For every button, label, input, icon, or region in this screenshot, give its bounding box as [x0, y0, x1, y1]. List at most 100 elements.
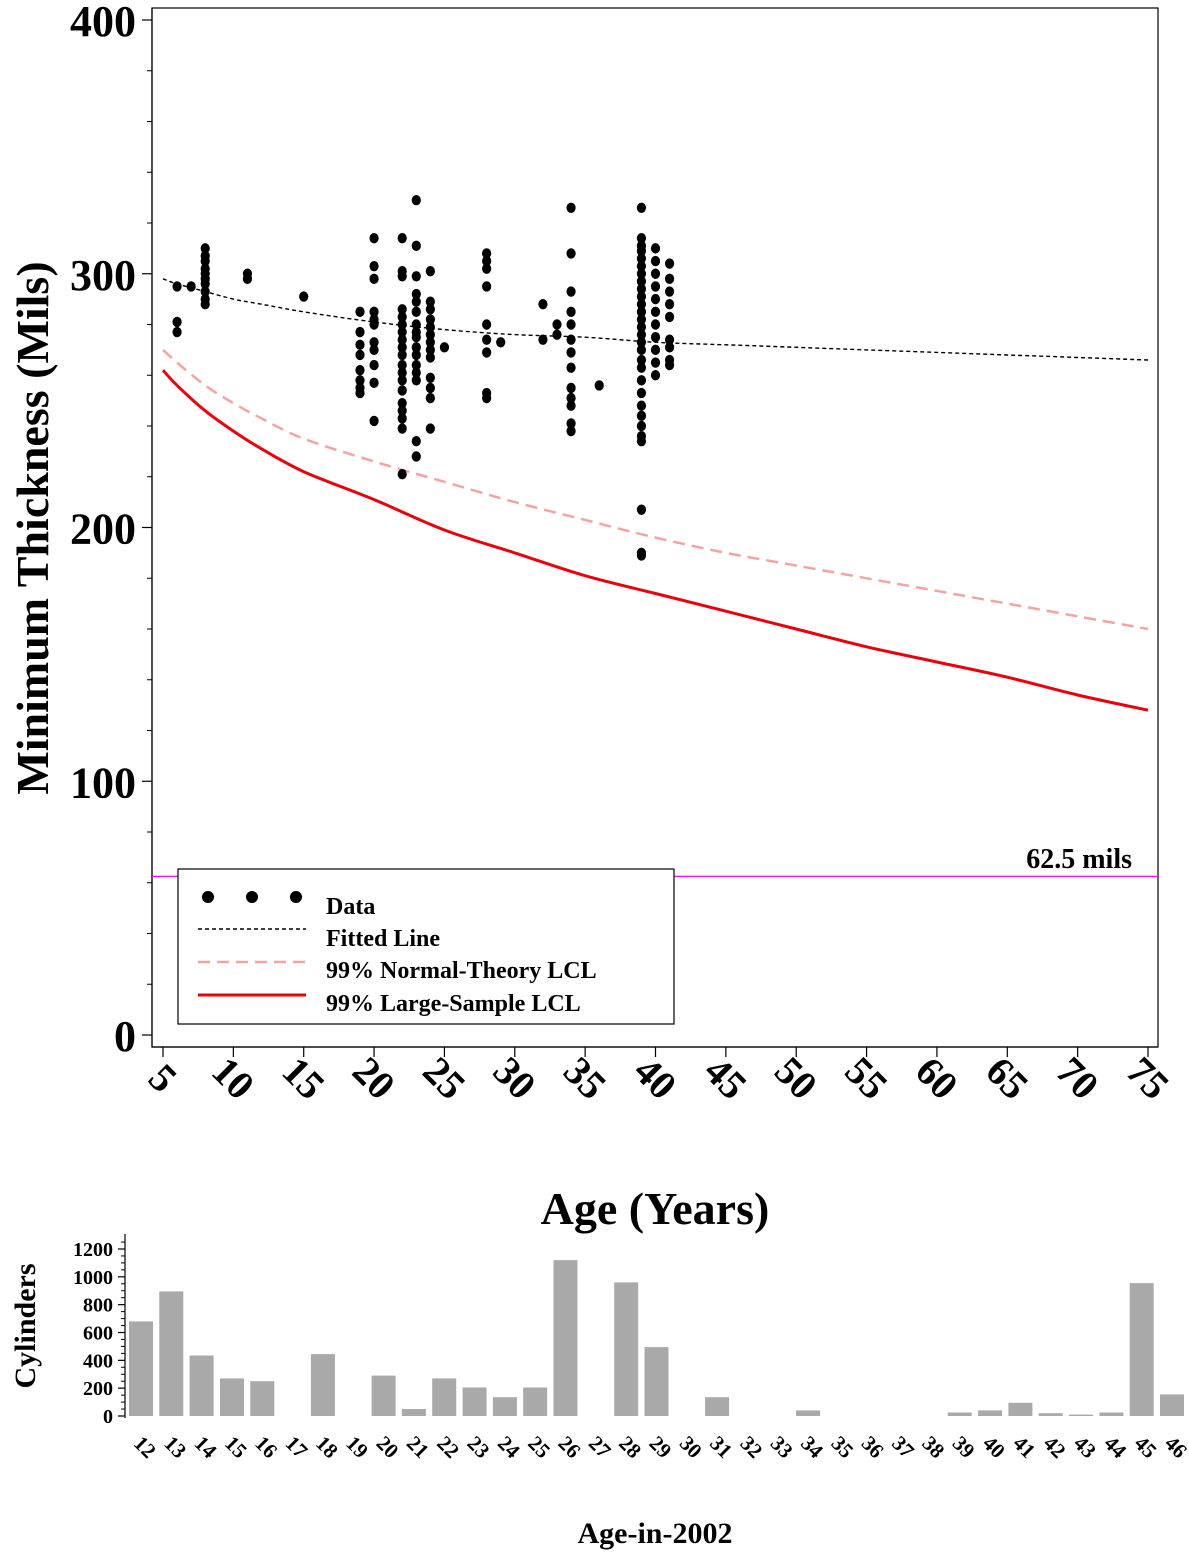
main-x-tick-label: 50 [766, 1048, 826, 1108]
data-point [566, 392, 576, 404]
bottom-x-tick-label: 33 [766, 1431, 798, 1463]
data-point [172, 281, 182, 292]
bottom-x-tick-label: 17 [281, 1431, 313, 1463]
main-series-lines [161, 278, 1149, 712]
data-point [650, 319, 661, 330]
data-point [636, 410, 647, 422]
main-y-tick-label: 0 [114, 1012, 136, 1061]
bar-age-29 [644, 1347, 669, 1416]
data-point [397, 359, 407, 371]
data-point [397, 334, 407, 345]
main-x-tick-label: 75 [1118, 1048, 1178, 1108]
main-y-axis-title: Minimum Thickness (Mils) [7, 261, 58, 794]
data-point [636, 260, 647, 272]
data-point [397, 319, 407, 330]
bottom-x-tick-label: 44 [1099, 1431, 1131, 1463]
bottom-x-tick-label: 25 [523, 1431, 555, 1463]
data-point [496, 337, 506, 348]
data-point [636, 337, 647, 348]
data-point [425, 304, 435, 315]
data-point [411, 194, 421, 206]
large-sample-lcl-line [161, 369, 1149, 712]
data-point [411, 319, 421, 330]
bottom-x-tick-label: 42 [1039, 1431, 1071, 1463]
data-point [566, 400, 576, 411]
bottom-x-tick-label: 21 [402, 1431, 434, 1463]
data-point [172, 316, 182, 328]
legend-data-marker [202, 891, 214, 903]
data-point [411, 331, 421, 343]
bar-age-25 [523, 1387, 548, 1416]
legend-data-marker [290, 891, 302, 903]
bottom-x-tick-label: 27 [584, 1431, 616, 1463]
data-point [425, 266, 435, 277]
data-point [200, 255, 210, 267]
data-point [650, 344, 661, 356]
bottom-bars [129, 1260, 1184, 1416]
bar-age-22 [432, 1378, 457, 1416]
bottom-y-tick-label: 1200 [73, 1239, 113, 1261]
data-point [369, 319, 379, 330]
bottom-y-tick-label: 200 [83, 1378, 113, 1400]
data-point [397, 304, 407, 315]
data-point [636, 233, 647, 244]
main-y-tick-label: 400 [70, 0, 136, 46]
bar-age-41 [1008, 1402, 1033, 1416]
bar-age-34 [796, 1410, 821, 1416]
data-point [397, 311, 407, 323]
data-point [664, 299, 675, 310]
data-point [636, 504, 647, 515]
data-point [186, 281, 196, 292]
data-point [425, 344, 435, 356]
data-point [594, 380, 604, 391]
data-point [664, 334, 675, 345]
data-point [369, 306, 379, 318]
bottom-x-axis-title: Age-in-2002 [578, 1517, 733, 1550]
data-point [482, 319, 492, 330]
bottom-x-tick-label: 12 [129, 1431, 161, 1463]
data-point [200, 278, 210, 290]
legend-label-large-sample-lcl: 99% Large-Sample LCL [326, 991, 581, 1017]
data-point [636, 375, 647, 386]
data-point [664, 311, 675, 323]
bottom-x-tick-label: 16 [250, 1431, 282, 1463]
data-point [369, 337, 379, 348]
data-point [355, 387, 365, 399]
data-point [369, 377, 379, 389]
data-point [664, 273, 675, 285]
main-y-axis: 0 100 200 300 400 [70, 0, 153, 1061]
data-point [425, 352, 435, 363]
data-point [566, 347, 576, 358]
bottom-y-tick-label: 400 [83, 1350, 113, 1372]
data-point [200, 286, 210, 297]
bottom-x-tick-label: 46 [1160, 1431, 1189, 1463]
data-point [397, 367, 407, 378]
legend-box [177, 868, 675, 1025]
data-point [425, 329, 435, 340]
data-point [636, 436, 647, 447]
cylinders-by-age-chart: 0 200 400 600 800 1000 1200 121314151617181920… [9, 1234, 1189, 1550]
data-point [636, 550, 647, 561]
data-point [425, 423, 435, 434]
data-point [650, 268, 661, 279]
main-y-tick-label: 100 [70, 758, 136, 807]
data-point [566, 306, 576, 318]
data-point [566, 248, 576, 259]
bar-age-21 [401, 1409, 426, 1416]
data-point [397, 423, 407, 434]
data-point [566, 319, 576, 330]
main-x-tick-label: 25 [414, 1048, 474, 1108]
data-point [425, 392, 435, 404]
data-point [538, 334, 548, 345]
data-point [538, 299, 548, 310]
main-x-tick-label: 10 [203, 1048, 263, 1108]
bottom-x-tick-label: 18 [311, 1431, 343, 1463]
data-point [397, 271, 407, 282]
data-point [242, 273, 253, 285]
data-point [172, 326, 182, 338]
data-point [397, 349, 407, 361]
bar-age-15 [220, 1378, 244, 1416]
bar-age-43 [1069, 1414, 1093, 1416]
bar-age-42 [1038, 1413, 1063, 1416]
